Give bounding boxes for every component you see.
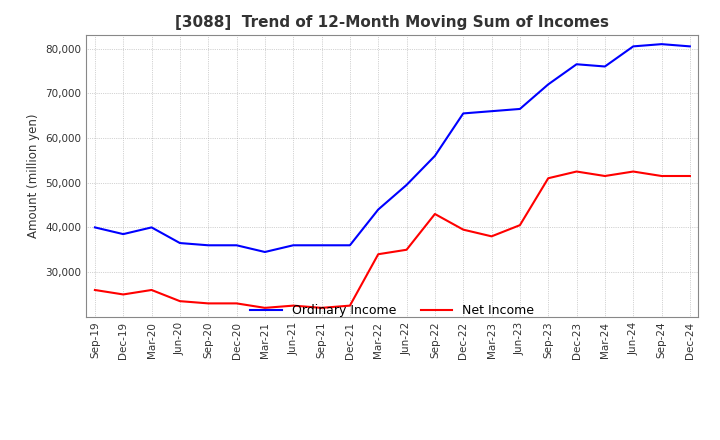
Ordinary Income [572, 62, 581, 67]
Ordinary Income [91, 225, 99, 230]
Line: Ordinary Income: Ordinary Income [95, 44, 690, 252]
Net Income [487, 234, 496, 239]
Net Income [119, 292, 127, 297]
Net Income [431, 211, 439, 216]
Net Income [176, 298, 184, 304]
Net Income [657, 173, 666, 179]
Net Income [544, 176, 552, 181]
Net Income [600, 173, 609, 179]
Title: [3088]  Trend of 12-Month Moving Sum of Incomes: [3088] Trend of 12-Month Moving Sum of I… [176, 15, 609, 30]
Net Income [459, 227, 467, 232]
Ordinary Income [346, 242, 354, 248]
Ordinary Income [233, 242, 241, 248]
Ordinary Income [119, 231, 127, 237]
Line: Net Income: Net Income [95, 172, 690, 308]
Net Income [261, 305, 269, 311]
Ordinary Income [657, 41, 666, 47]
Ordinary Income [431, 153, 439, 158]
Ordinary Income [487, 109, 496, 114]
Ordinary Income [685, 44, 694, 49]
Net Income [318, 305, 326, 311]
Ordinary Income [600, 64, 609, 69]
Ordinary Income [374, 207, 382, 212]
Net Income [629, 169, 637, 174]
Legend: Ordinary Income, Net Income: Ordinary Income, Net Income [246, 300, 539, 323]
Ordinary Income [544, 82, 552, 87]
Net Income [572, 169, 581, 174]
Net Income [402, 247, 411, 253]
Net Income [346, 303, 354, 308]
Y-axis label: Amount (million yen): Amount (million yen) [27, 114, 40, 238]
Ordinary Income [629, 44, 637, 49]
Net Income [91, 287, 99, 293]
Ordinary Income [204, 242, 212, 248]
Net Income [204, 301, 212, 306]
Ordinary Income [148, 225, 156, 230]
Net Income [289, 303, 297, 308]
Ordinary Income [459, 111, 467, 116]
Net Income [233, 301, 241, 306]
Net Income [516, 223, 524, 228]
Ordinary Income [261, 249, 269, 255]
Net Income [685, 173, 694, 179]
Net Income [148, 287, 156, 293]
Ordinary Income [318, 242, 326, 248]
Ordinary Income [516, 106, 524, 112]
Net Income [374, 252, 382, 257]
Ordinary Income [402, 182, 411, 187]
Ordinary Income [176, 240, 184, 246]
Ordinary Income [289, 242, 297, 248]
